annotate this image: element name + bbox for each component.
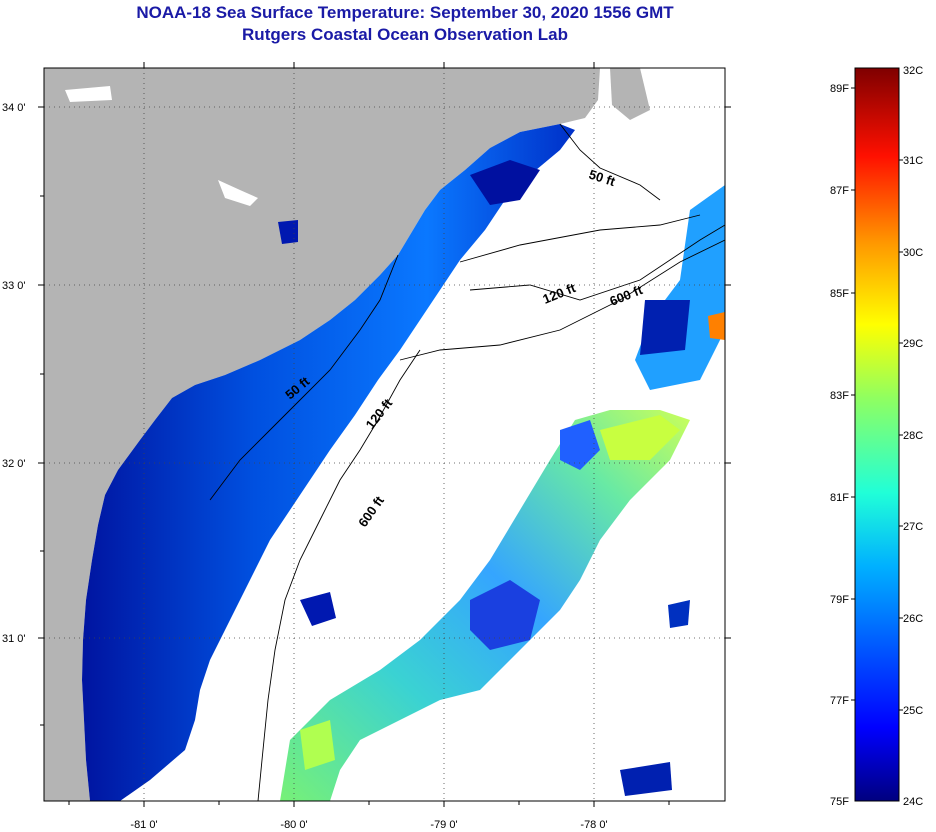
colorbar-label-c: 31C [903, 155, 923, 167]
shelf-water [82, 124, 575, 801]
colorbar-label-f: 75F [830, 796, 849, 808]
cool-eddy [668, 600, 690, 628]
lat-tick-label: 33 0' [2, 280, 26, 292]
colorbar-label-f: 81F [830, 492, 849, 504]
contour-50ft-north [559, 123, 661, 201]
map-plot-area: 50 ft 120 ft 600 ft 50 ft 120 ft 600 ft [44, 68, 725, 801]
lon-tick-label: -80 0' [280, 819, 307, 831]
lat-tick-label: 32 0' [2, 458, 26, 470]
colorbar-label-f: 85F [830, 288, 849, 300]
map-title: NOAA-18 Sea Surface Temperature: Septemb… [136, 3, 674, 22]
graticule [44, 68, 725, 801]
colorbar-label-c: 29C [903, 338, 923, 350]
dark-water-patch [470, 160, 540, 205]
lat-tick-label: 31 0' [2, 633, 26, 645]
cloud-mask [65, 86, 112, 102]
colorbar-label-c: 30C [903, 247, 923, 259]
colorbar-label-f: 87F [830, 185, 849, 197]
cool-eddy [470, 580, 540, 650]
cool-eddy [560, 420, 600, 470]
temperature-colorbar: 89F 87F 85F 83F 81F 79F 77F 75F 32C 31C … [830, 65, 923, 808]
contour-600ft-north [399, 239, 725, 361]
bathymetry-contours [209, 123, 725, 801]
map-border [43, 67, 726, 802]
land-mass [44, 68, 600, 801]
cloud-mask [218, 180, 258, 206]
cool-eddy [640, 300, 690, 355]
cool-eddy [620, 762, 672, 796]
colorbar-label-c: 32C [903, 65, 923, 77]
warm-patch [300, 720, 335, 770]
dark-water-patch [300, 592, 336, 626]
contour-120ft-outer [469, 224, 725, 301]
colorbar-label-f: 79F [830, 594, 849, 606]
contour-50ft-south [209, 254, 399, 501]
contour-600ft [257, 349, 421, 801]
colorbar-label-c: 24C [903, 796, 923, 808]
axis-ticks [38, 62, 731, 807]
dark-water-patch [278, 220, 298, 244]
map-subtitle: Rutgers Coastal Ocean Observation Lab [242, 25, 568, 44]
title-block: NOAA-18 Sea Surface Temperature: Septemb… [0, 2, 810, 46]
warm-patch [600, 415, 680, 460]
colorbar-label-c: 28C [903, 430, 923, 442]
lat-tick-label: 34 0' [2, 102, 26, 114]
colorbar-label-f: 89F [830, 83, 849, 95]
colorbar-label-c: 27C [903, 521, 923, 533]
colorbar-label-f: 83F [830, 390, 849, 402]
lon-tick-label: -79 0' [430, 819, 457, 831]
colorbar-gradient [854, 67, 900, 802]
colorbar-label-f: 77F [830, 695, 849, 707]
colorbar-label-c: 25C [903, 705, 923, 717]
contour-120ft [459, 214, 701, 263]
colorbar-label-c: 26C [903, 613, 923, 625]
warm-hotspot [708, 312, 725, 340]
lon-tick-label: -78 0' [580, 819, 607, 831]
lon-tick-label: -81 0' [130, 819, 157, 831]
